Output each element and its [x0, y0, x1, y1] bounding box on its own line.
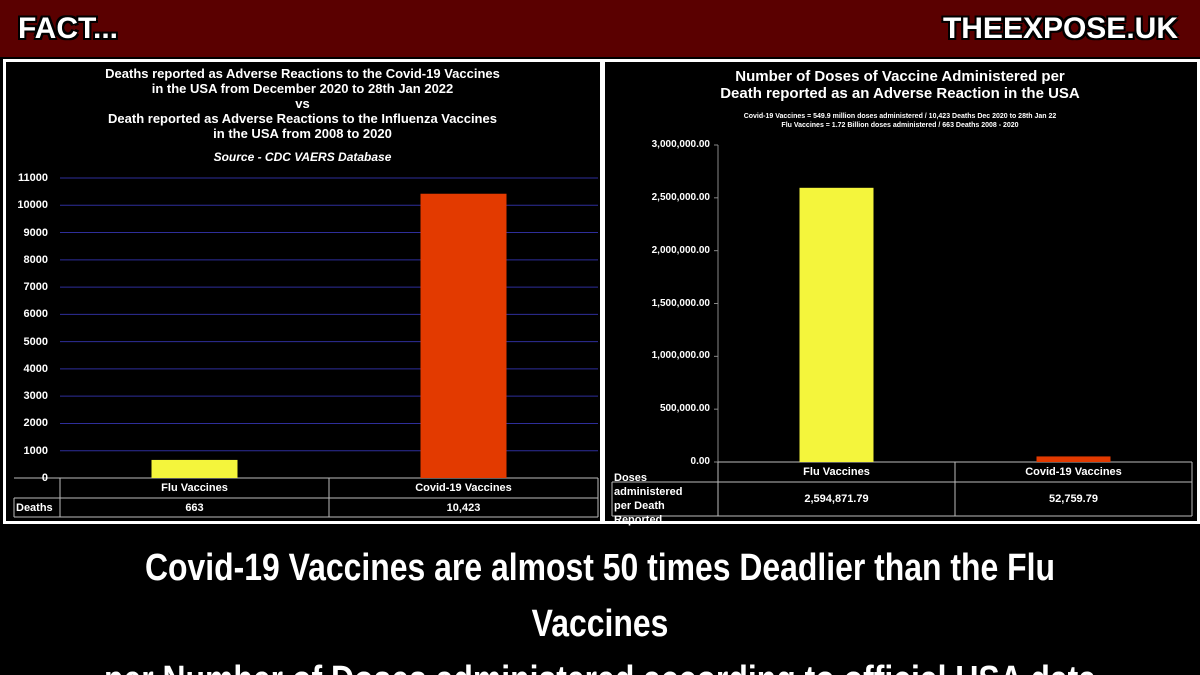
bar	[151, 459, 238, 478]
y-tick-label: 5000	[23, 335, 48, 348]
header-band	[0, 0, 1200, 57]
bar	[420, 193, 507, 478]
y-tick-label: 0.00	[690, 456, 710, 467]
value-label: 663	[185, 501, 204, 514]
y-tick-label: 1000	[23, 444, 48, 457]
y-tick-label: 2,000,000.00	[651, 244, 710, 256]
footer-text: Covid-19 Vaccines are almost 50 times De…	[104, 547, 1096, 675]
legend-label: Deaths	[16, 501, 53, 514]
y-tick-label: 1,000,000.00	[651, 350, 710, 362]
header-right: THEEXPOSE.UK	[942, 12, 1178, 45]
y-tick-label: 6000	[23, 308, 48, 321]
value-label: 52,759.79	[1049, 493, 1098, 505]
bar	[1036, 456, 1111, 462]
chart-note: Covid-19 Vaccines = 549.9 million doses …	[743, 113, 1057, 120]
chart-title: Deaths reported as Adverse Reactions to …	[105, 66, 500, 141]
y-tick-label: 4000	[23, 362, 48, 375]
value-label: 2,594,871.79	[804, 493, 869, 505]
x-tick-label: Covid-19 Vaccines	[1025, 466, 1122, 478]
header-left: FACT...	[18, 12, 119, 45]
y-tick-label: 7000	[23, 281, 48, 294]
chart-note: Flu Vaccines = 1.72 Billion doses admini…	[781, 122, 1019, 129]
y-tick-label: 3,000,000.00	[651, 139, 710, 150]
y-tick-label: 0	[41, 472, 48, 484]
y-tick-label: 3000	[23, 390, 48, 403]
y-tick-label: 8000	[23, 253, 48, 266]
x-tick-label: Flu Vaccines	[161, 482, 228, 494]
y-tick-label: 1,500,000.00	[651, 297, 710, 309]
value-label: 10,423	[446, 501, 481, 514]
x-tick-label: Covid-19 Vaccines	[415, 482, 512, 494]
y-tick-label: 2,500,000.00	[651, 191, 710, 203]
y-tick-label: 9000	[23, 226, 48, 239]
y-tick-label: 2000	[23, 417, 48, 430]
y-tick-label: 10000	[17, 199, 48, 212]
x-tick-label: Flu Vaccines	[803, 466, 870, 478]
chart-title: Number of Doses of Vaccine Administered …	[720, 68, 1080, 102]
right-panel	[602, 59, 1200, 524]
bar	[799, 187, 874, 463]
chart-subtitle: Source - CDC VAERS Database	[213, 150, 392, 164]
y-tick-label: 11000	[18, 172, 48, 184]
y-tick-label: 500,000.00	[659, 403, 710, 415]
legend-label: Doses administered per Death Reported	[614, 472, 683, 526]
